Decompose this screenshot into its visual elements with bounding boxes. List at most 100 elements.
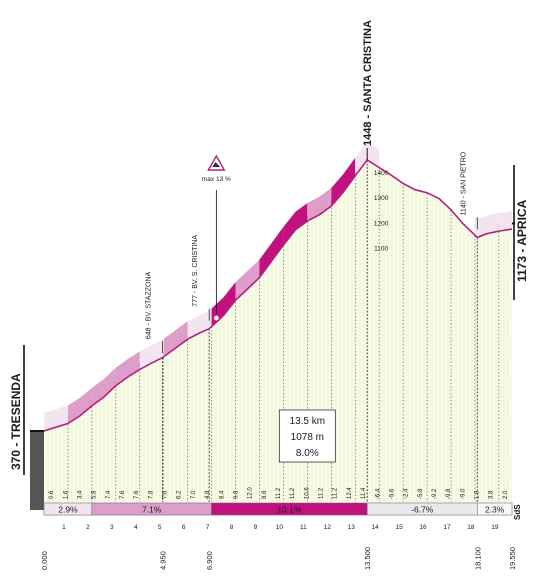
slope-band-km-4 xyxy=(115,351,140,386)
km-tick-11: 11 xyxy=(300,524,307,531)
km-gradient-14: 12.0 xyxy=(248,487,254,499)
finish-label: 1173 - APRICA xyxy=(515,199,529,282)
slope-band-km-10 xyxy=(259,227,284,278)
km-gradient-27: -9.2 xyxy=(432,488,438,499)
km-gradient-8: 7.6 xyxy=(163,490,169,499)
gradient-segment-label-3: -6.7% xyxy=(411,505,434,515)
y-tick-1400: 1400 xyxy=(374,170,389,177)
km-gradient-3: 5.8 xyxy=(92,490,98,499)
km-gradient-15: 8.8 xyxy=(262,490,268,499)
km-gradient-29: -9.0 xyxy=(460,488,466,499)
km-gradient-12: 8.4 xyxy=(219,490,225,499)
km-tick-19: 19 xyxy=(491,524,499,531)
km-gradient-22: 11.4 xyxy=(361,487,367,499)
km-gradient-32: 2.0 xyxy=(503,490,509,499)
start-column xyxy=(30,431,44,510)
slope-band-km-13 xyxy=(331,157,356,206)
slope-band-km-11 xyxy=(283,203,308,245)
km-gradient-23: -6.4 xyxy=(375,488,381,499)
km-gradient-31: 3.8 xyxy=(489,490,495,499)
x-label-0: 0.000 xyxy=(40,551,49,570)
y-tick-1100: 1100 xyxy=(374,245,388,252)
max-gradient-label: max 13 % xyxy=(202,176,231,183)
slope-band-km-6 xyxy=(163,321,188,357)
x-label-3: 13.500 xyxy=(363,547,372,570)
km-tick-17: 17 xyxy=(443,524,451,531)
slope-band-km-7 xyxy=(187,308,212,340)
climb-length: 13.5 km xyxy=(290,416,326,427)
km-gradient-2: 3.4 xyxy=(77,490,83,499)
max-gradient-icon-glyph xyxy=(212,162,221,167)
slope-band-km-2 xyxy=(67,387,92,424)
km-gradient-10: 7.0 xyxy=(191,490,197,499)
km-gradient-11: 4.8 xyxy=(205,490,211,499)
summit-label: 1448 - SANTA CRISTINA xyxy=(362,20,374,146)
slope-band-km-9 xyxy=(235,259,260,301)
km-tick-1: 1 xyxy=(62,524,66,531)
km-gradient-26: -5.8 xyxy=(418,488,424,499)
gradient-segment-label-4: 2.3% xyxy=(485,505,505,515)
km-tick-15: 15 xyxy=(395,524,403,531)
climb-avg: 8.0% xyxy=(296,448,319,459)
profile-line xyxy=(43,158,513,432)
km-gradient-20: 11.2 xyxy=(333,487,339,499)
km-tick-16: 16 xyxy=(419,524,427,531)
start-label: 370 - TRESENDA xyxy=(9,373,23,470)
km-gradient-30: 1.8 xyxy=(475,490,481,499)
km-tick-3: 3 xyxy=(110,524,114,531)
km-tick-8: 8 xyxy=(230,524,234,531)
km-gradient-7: 7.8 xyxy=(148,490,154,499)
y-tick-1300: 1300 xyxy=(374,195,389,202)
km-gradient-25: -2.4 xyxy=(404,488,410,499)
km-gradient-0: 0.6 xyxy=(49,490,55,499)
km-tick-6: 6 xyxy=(182,524,186,531)
waypoint-label-1: 777 - BV. S. CRISTINA xyxy=(192,235,199,307)
km-gradient-6: 7.6 xyxy=(134,490,140,499)
x-label-4: 18.100 xyxy=(473,547,482,570)
km-gradient-18: 10.6 xyxy=(304,487,310,499)
x-label-1: 4.950 xyxy=(158,551,167,570)
km-gradient-13: 9.8 xyxy=(233,490,239,499)
km-tick-5: 5 xyxy=(158,524,162,531)
km-tick-18: 18 xyxy=(467,524,475,531)
slope-band-km-20 xyxy=(498,211,512,232)
km-gradient-16: 11.2 xyxy=(276,487,282,499)
km-tick-4: 4 xyxy=(134,524,138,531)
km-gradient-4: 7.4 xyxy=(106,490,112,499)
waypoint-label-0: 648 - BV. STAZZONA xyxy=(145,271,152,339)
waypoint-label-2: 1140 - SAN PIETRO xyxy=(460,151,467,215)
km-gradient-9: 6.2 xyxy=(177,490,183,499)
gradient-segment-4 xyxy=(477,502,513,516)
km-tick-2: 2 xyxy=(86,524,90,531)
slope-band-km-5 xyxy=(139,338,164,370)
km-gradient-28: -9.8 xyxy=(446,488,452,499)
km-tick-9: 9 xyxy=(254,524,258,531)
km-gradient-17: 11.2 xyxy=(290,487,296,499)
km-gradient-21: 12.4 xyxy=(347,487,353,499)
slope-band-km-17 xyxy=(427,174,451,210)
km-tick-14: 14 xyxy=(372,524,380,531)
x-label-2: 6.900 xyxy=(205,551,214,570)
gradient-segment-label-1: 7.1% xyxy=(142,505,162,515)
x-label-5: 19.550 xyxy=(508,547,517,570)
km-gradient-5: 7.6 xyxy=(120,490,126,499)
slope-band-km-18 xyxy=(451,191,475,236)
max-gradient-dot xyxy=(212,314,221,323)
climb-summary-box xyxy=(278,409,336,463)
km-tick-7: 7 xyxy=(206,524,210,531)
slope-band-km-12 xyxy=(307,188,332,222)
climb-gain: 1078 m xyxy=(291,432,324,443)
slope-band-km-3 xyxy=(91,367,116,406)
slope-band-km-15 xyxy=(379,149,404,184)
km-gradient-24: -5.6 xyxy=(389,488,395,499)
gradient-segment-label-2: 10.1% xyxy=(277,505,302,515)
brand-logo: SdS xyxy=(513,504,522,520)
y-tick-1200: 1200 xyxy=(374,220,389,227)
km-tick-12: 12 xyxy=(324,524,332,531)
km-gradient-19: 11.2 xyxy=(319,487,325,499)
km-tick-13: 13 xyxy=(348,524,356,531)
gradient-segment-label-0: 2.9% xyxy=(58,505,78,515)
km-tick-10: 10 xyxy=(276,524,284,531)
